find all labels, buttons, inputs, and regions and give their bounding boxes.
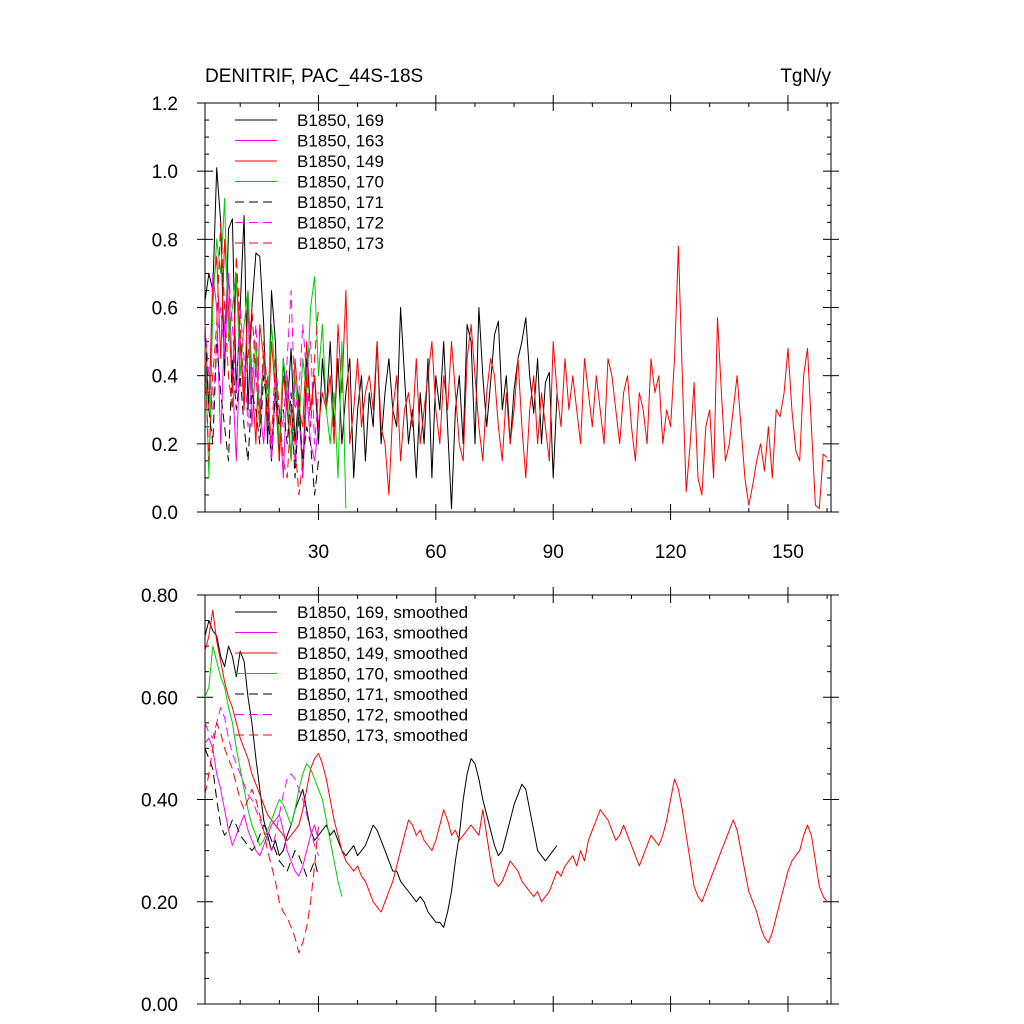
y-tick-label: 0.8 <box>152 230 178 251</box>
x-tick-label: 150 <box>772 542 804 563</box>
series-line-1-3 <box>204 645 343 897</box>
bottom-axis-ticks: 0.00 0.20 0.40 0.60 0.80 <box>141 586 839 1016</box>
legend-label: B1850, 163, smoothed <box>297 624 468 643</box>
y-tick-label: 0.4 <box>152 367 179 388</box>
legend-label: B1850, 170 <box>297 173 384 192</box>
y-tick-label: 0.0 <box>152 503 178 524</box>
y-tick-label: 1.2 <box>152 94 178 115</box>
x-tick-label: 60 <box>425 542 446 563</box>
x-tick-label: 90 <box>543 542 564 563</box>
series-line-1-1 <box>204 737 319 877</box>
y-tick-label: 0.20 <box>141 893 178 914</box>
series-line-0-4 <box>204 324 319 496</box>
top-axis-ticks: 30 60 90 120 150 0.0 0.2 0.4 0.6 0.8 1.0 1.2 <box>152 94 839 563</box>
top-title-left: DENITRIF, PAC_44S-18S <box>205 66 423 87</box>
legend-label: B1850, 163 <box>297 132 384 151</box>
series-line-0-0 <box>204 167 558 510</box>
series-line-0-3 <box>204 197 347 509</box>
x-tick-label: 30 <box>308 542 329 563</box>
legend-label: B1850, 173 <box>297 234 384 253</box>
legend-label: B1850, 171 <box>297 193 384 212</box>
legend-label: B1850, 172 <box>297 214 384 233</box>
series-line-1-4 <box>204 748 319 877</box>
x-tick-label: 120 <box>655 542 687 563</box>
series-line-0-5 <box>204 272 319 462</box>
bottom-series-group <box>204 609 828 954</box>
legend-label: B1850, 169, smoothed <box>297 603 468 622</box>
legend-label: B1850, 170, smoothed <box>297 665 468 684</box>
legend-label: B1850, 171, smoothed <box>297 685 468 704</box>
legend-label: B1850, 169 <box>297 111 384 130</box>
series-line-1-2 <box>204 609 828 944</box>
series-line-0-2 <box>204 238 828 510</box>
legend-label: B1850, 149, smoothed <box>297 644 468 663</box>
bottom-legend: B1850, 169, smoothed B1850, 163, smoothed… <box>235 603 468 745</box>
y-tick-label: 0.80 <box>141 586 178 607</box>
series-line-0-6 <box>204 221 319 496</box>
y-tick-label: 0.60 <box>141 688 178 709</box>
legend-label: B1850, 173, smoothed <box>297 726 468 745</box>
y-tick-label: 0.40 <box>141 791 178 812</box>
series-line-1-0 <box>204 620 558 928</box>
y-tick-label: 0.00 <box>141 995 178 1016</box>
legend-label: B1850, 172, smoothed <box>297 706 468 725</box>
top-series-group <box>204 167 828 510</box>
legend-label: B1850, 149 <box>297 152 384 171</box>
y-tick-label: 1.0 <box>152 162 178 183</box>
y-tick-label: 0.2 <box>152 435 178 456</box>
series-line-1-5 <box>204 707 319 856</box>
top-title-right: TgN/y <box>780 66 831 87</box>
y-tick-label: 0.6 <box>152 299 178 320</box>
series-line-1-6 <box>204 722 319 954</box>
